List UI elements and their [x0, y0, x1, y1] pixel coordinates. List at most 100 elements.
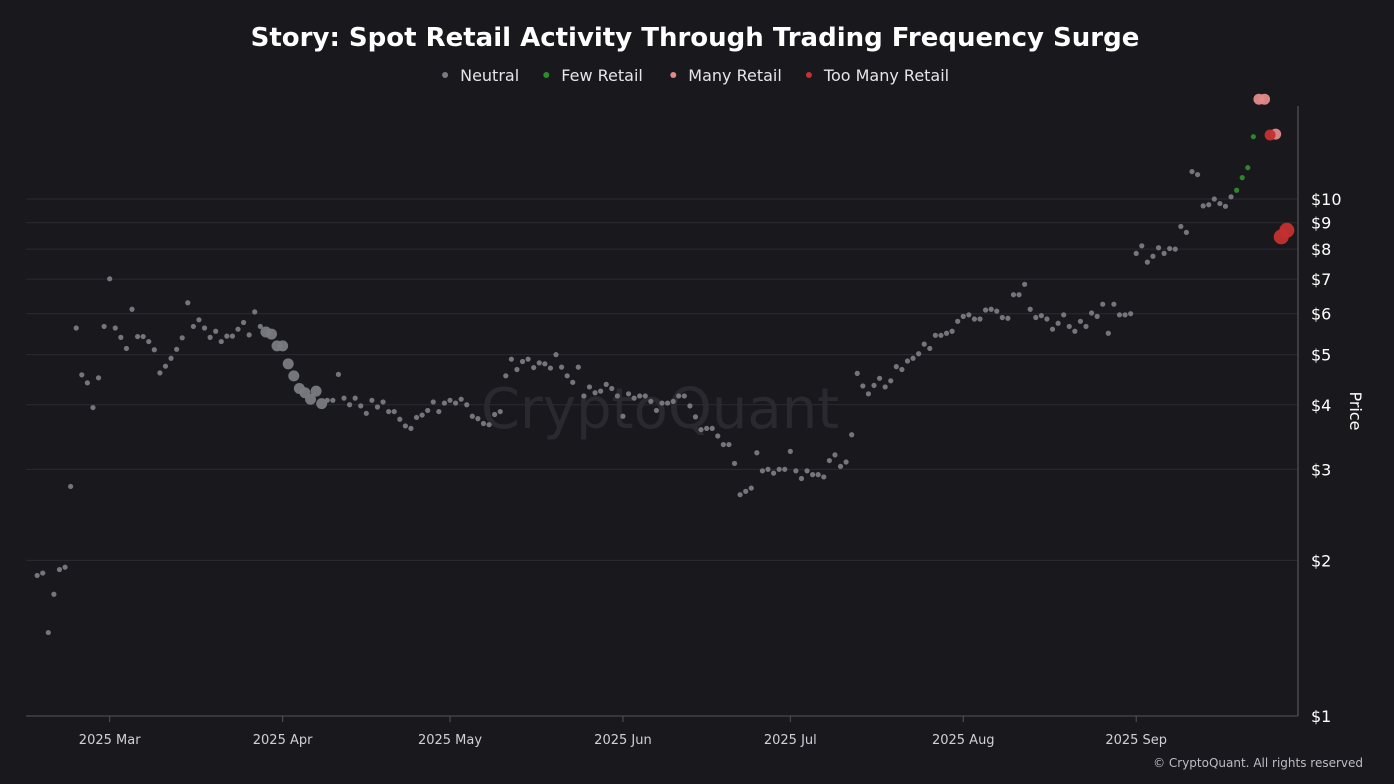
data-point	[715, 433, 721, 439]
data-point	[1049, 326, 1056, 332]
data-point	[335, 371, 342, 377]
data-point	[1183, 229, 1190, 235]
data-point	[620, 413, 626, 419]
x-tick-label: 2025 Jun	[594, 733, 652, 748]
data-point	[1150, 253, 1156, 259]
data-point	[386, 408, 392, 415]
series-neutral	[34, 168, 1234, 636]
data-point	[681, 393, 687, 399]
data-point	[1083, 323, 1089, 330]
legend-label: Neutral	[460, 66, 519, 85]
data-point	[68, 483, 74, 490]
y-tick-label: $1	[1311, 707, 1331, 726]
series-too-many-retail	[1264, 129, 1295, 245]
legend-item-few-retail: Few Retail	[543, 66, 643, 85]
data-point	[51, 591, 57, 597]
data-point	[1100, 301, 1106, 307]
data-point	[843, 459, 849, 465]
data-point	[731, 460, 738, 467]
data-point	[547, 365, 554, 371]
data-point	[391, 408, 397, 415]
data-point	[525, 356, 531, 362]
data-point	[609, 385, 615, 392]
data-point	[79, 372, 85, 378]
data-point	[575, 364, 581, 370]
data-point	[402, 423, 408, 429]
data-point	[1228, 194, 1234, 200]
data-point	[235, 326, 241, 332]
data-point	[118, 334, 124, 340]
y-tick-label: $7	[1311, 270, 1331, 289]
data-point	[1139, 243, 1145, 249]
data-point	[971, 316, 978, 322]
legend-marker	[442, 72, 449, 78]
data-point	[40, 570, 46, 576]
data-point	[765, 466, 771, 472]
axis-layer: $1 $2 $3 $4 $5 $6 $7 $8 $9 $10 2025 Mar 2025 Apr 202…	[26, 106, 1342, 748]
data-point	[95, 375, 102, 381]
data-point	[508, 356, 514, 362]
data-point	[1128, 311, 1134, 317]
data-point	[982, 307, 989, 313]
data-point	[1259, 93, 1271, 105]
data-point	[564, 373, 570, 379]
series-few-retail	[1234, 134, 1256, 193]
data-point	[810, 472, 816, 478]
data-point	[793, 468, 799, 474]
data-point	[1234, 187, 1240, 193]
y-tick-label: $9	[1311, 214, 1331, 233]
data-point	[988, 306, 994, 312]
data-point	[1264, 129, 1276, 141]
data-point	[625, 391, 632, 397]
data-point	[659, 400, 665, 406]
legend-item-neutral: Neutral	[442, 66, 519, 85]
data-point	[631, 395, 637, 401]
data-point	[949, 328, 955, 334]
data-point	[363, 410, 369, 416]
data-point	[168, 355, 174, 361]
data-point	[503, 373, 509, 379]
data-point	[653, 407, 660, 414]
data-point	[157, 370, 163, 376]
data-point	[871, 382, 877, 389]
data-point	[519, 358, 526, 365]
data-point	[1172, 246, 1178, 252]
data-point	[185, 300, 191, 306]
data-point	[441, 400, 448, 406]
y-tick-label: $4	[1311, 396, 1331, 415]
data-point	[787, 448, 793, 454]
legend-item-too-many-retail: Too Many Retail	[805, 66, 949, 85]
y-tick-label: $6	[1311, 305, 1331, 324]
data-point	[324, 397, 330, 403]
data-point	[213, 328, 219, 334]
data-point	[346, 402, 353, 408]
data-point	[1122, 312, 1128, 318]
data-point	[921, 341, 927, 347]
legend-marker	[805, 72, 812, 78]
data-point	[826, 457, 832, 464]
data-point	[419, 412, 425, 418]
x-tick-label: 2025 Aug	[932, 733, 995, 748]
data-point	[860, 383, 866, 389]
data-point	[62, 564, 68, 570]
data-point	[726, 441, 732, 448]
data-point	[558, 364, 565, 370]
legend-marker	[543, 72, 550, 78]
data-point	[882, 384, 888, 390]
data-point	[447, 397, 453, 403]
legend-item-many-retail: Many Retail	[670, 66, 782, 85]
data-point	[837, 463, 844, 469]
data-point	[815, 472, 821, 478]
data-point	[240, 319, 247, 326]
data-point	[1077, 318, 1084, 324]
data-point	[1245, 165, 1251, 171]
copyright: © CryptoQuant. All rights reserved	[1153, 756, 1363, 770]
data-point	[553, 352, 559, 358]
data-point	[179, 335, 185, 341]
data-point	[893, 364, 899, 370]
data-point	[1189, 168, 1195, 175]
legend-marker	[670, 72, 677, 78]
data-point	[670, 398, 676, 405]
data-point	[748, 485, 754, 491]
y-axis-title: Price	[1346, 391, 1365, 430]
